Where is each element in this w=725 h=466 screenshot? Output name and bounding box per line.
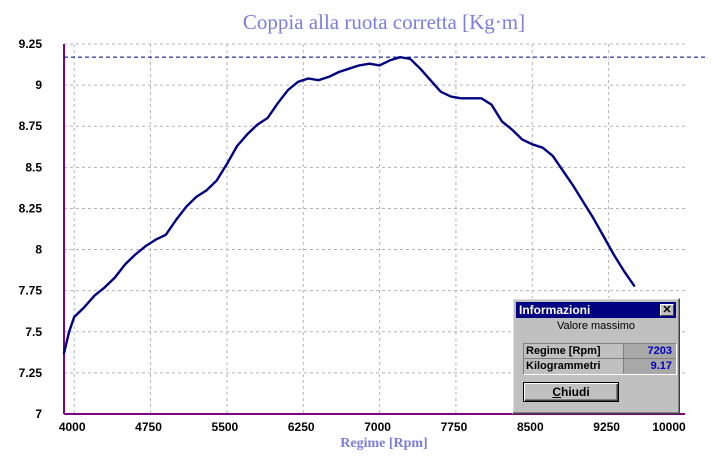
x-tick-label: 7750 — [441, 420, 468, 434]
dialog-subtitle: Valore massimo — [556, 320, 636, 332]
x-tick-labels: 4000 4750 5500 6250 7000 7750 8500 9250 10000 — [59, 420, 686, 434]
y-tick-label: 9.25 — [19, 37, 43, 51]
dialog-title: Informazioni — [519, 303, 591, 317]
y-tick-label: 9 — [35, 78, 42, 92]
row-label-kgm: Kilogrammetri — [524, 359, 624, 374]
y-tick-label: 7 — [35, 407, 42, 421]
chart-title: Coppia alla ruota corretta [Kg·m] — [243, 10, 525, 34]
x-tick-label: 8500 — [517, 420, 544, 434]
y-tick-label: 8 — [35, 243, 42, 257]
torque-series-line — [62, 56, 636, 355]
close-button-label: hiudi — [561, 385, 590, 399]
row-value-kgm: 9.17 — [624, 359, 676, 374]
info-table: Regime [Rpm] 7203 Kilogrammetri 9.17 — [523, 343, 677, 375]
x-tick-label: 4000 — [59, 420, 86, 434]
y-tick-label: 8.5 — [25, 160, 42, 174]
table-row: Regime [Rpm] 7203 — [524, 344, 676, 359]
y-tick-label: 8.25 — [19, 201, 43, 215]
x-axis-label: Regime [Rpm] — [340, 436, 427, 451]
y-tick-label: 7.5 — [25, 325, 42, 339]
close-button-mnemonic: C — [552, 385, 561, 399]
table-row: Kilogrammetri 9.17 — [524, 359, 676, 374]
x-tick-label: 9250 — [593, 420, 620, 434]
x-tick-label: 4750 — [135, 420, 162, 434]
y-tick-label: 7.75 — [19, 284, 43, 298]
x-tick-label: 5500 — [212, 420, 239, 434]
dialog-titlebar[interactable]: Informazioni ✕ — [516, 302, 676, 318]
info-dialog: Informazioni ✕ Valore massimo Regime [Rp… — [512, 298, 680, 414]
row-value-rpm: 7203 — [624, 344, 676, 358]
close-button[interactable]: Chiudi — [523, 382, 619, 402]
x-tick-label: 7000 — [364, 420, 391, 434]
series — [62, 56, 636, 355]
y-tick-labels: 7 7.25 7.5 7.75 8 8.25 8.5 8.75 9 9.25 — [19, 37, 43, 421]
x-tick-label: 10000 — [652, 420, 686, 434]
y-tick-label: 7.25 — [19, 366, 43, 380]
close-icon[interactable]: ✕ — [660, 304, 674, 316]
x-tick-label: 6250 — [288, 420, 315, 434]
row-label-rpm: Regime [Rpm] — [524, 344, 624, 358]
y-tick-label: 8.75 — [19, 119, 43, 133]
